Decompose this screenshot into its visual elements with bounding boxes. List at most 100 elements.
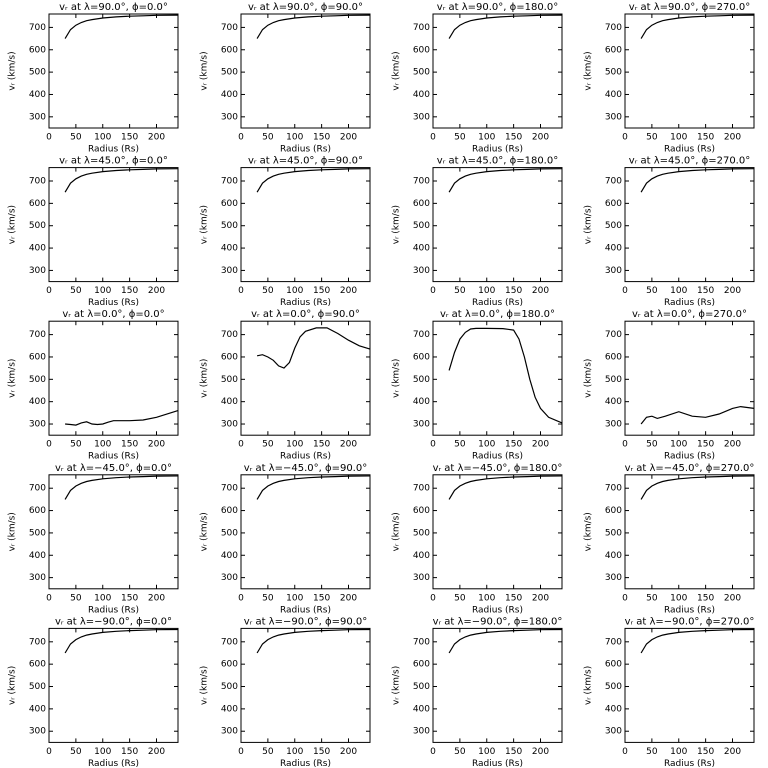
chart-title: vᵣ at λ=−45.0°, ϕ=0.0° [55, 463, 172, 474]
y-tick-label: 600 [605, 660, 622, 670]
panel: vᵣ at λ=45.0°, ϕ=0.0° Radius (Rs) vᵣ (km/s… [8, 156, 179, 308]
y-tick-label: 500 [605, 528, 622, 538]
x-tick-label: 0 [238, 133, 244, 143]
y-axis-label: vᵣ (km/s) [200, 666, 210, 705]
y-axis-label: vᵣ (km/s) [392, 359, 402, 398]
plot-frame [624, 474, 755, 590]
chart-title: vᵣ at λ=−45.0°, ϕ=270.0° [625, 463, 755, 474]
panel: vᵣ at λ=0.0°, ϕ=0.0° Radius (Rs) vᵣ (km/s)… [8, 309, 179, 462]
y-axis-label: vᵣ (km/s) [200, 51, 210, 90]
x-tick-label: 100 [478, 286, 495, 296]
y-axis-label: vᵣ (km/s) [8, 359, 18, 398]
data-line [256, 14, 371, 39]
x-tick-label: 50 [454, 286, 466, 296]
y-tick-label: 400 [221, 551, 238, 561]
x-tick-label: 200 [148, 133, 165, 143]
x-axis-label: Radius (Rs) [280, 759, 331, 768]
x-axis-label: Radius (Rs) [88, 759, 139, 768]
y-axis-label: vᵣ (km/s) [584, 512, 594, 551]
x-tick-label: 100 [478, 440, 495, 450]
x-tick-label: 50 [646, 133, 658, 143]
chart-title: vᵣ at λ=−90.0°, ϕ=90.0° [244, 616, 367, 627]
chart-title: vᵣ at λ=90.0°, ϕ=180.0° [437, 2, 558, 13]
plot-frame [432, 627, 563, 743]
plot-frame [624, 167, 755, 283]
y-tick-label: 500 [221, 528, 238, 538]
panel: vᵣ at λ=90.0°, ϕ=270.0° Radius (Rs) vᵣ (km… [584, 2, 755, 155]
y-axis-label: vᵣ (km/s) [200, 205, 210, 244]
y-tick-label: 700 [221, 23, 238, 33]
x-axis-label: Radius (Rs) [472, 145, 523, 155]
y-tick-label: 500 [413, 68, 430, 78]
y-tick-label: 400 [605, 244, 622, 254]
y-tick-label: 300 [29, 420, 46, 430]
y-tick-label: 400 [29, 551, 46, 561]
chart-title: vᵣ at λ=45.0°, ϕ=0.0° [59, 156, 168, 167]
y-tick-label: 400 [605, 551, 622, 561]
x-tick-label: 100 [670, 747, 687, 757]
panel: vᵣ at λ=−90.0°, ϕ=180.0° Radius (Rs) vᵣ (k… [392, 616, 563, 768]
panel: vᵣ at λ=−45.0°, ϕ=0.0° Radius (Rs) vᵣ (km/… [8, 463, 179, 615]
x-tick-label: 0 [622, 440, 628, 450]
x-tick-label: 200 [340, 286, 357, 296]
data-line [448, 327, 563, 424]
chart-title: vᵣ at λ=45.0°, ϕ=180.0° [437, 156, 558, 167]
plot-frame [432, 474, 563, 590]
x-tick-label: 0 [46, 133, 52, 143]
x-tick-label: 200 [532, 593, 549, 603]
y-tick-label: 400 [413, 397, 430, 407]
plot-frame [48, 627, 179, 743]
x-axis-label: Radius (Rs) [88, 605, 139, 615]
x-tick-label: 150 [121, 133, 138, 143]
y-tick-label: 400 [221, 244, 238, 254]
chart-title: vᵣ at λ=0.0°, ϕ=0.0° [62, 309, 164, 320]
data-line [256, 628, 371, 654]
y-tick-label: 300 [29, 727, 46, 737]
panel: vᵣ at λ=90.0°, ϕ=180.0° Radius (Rs) vᵣ (km… [392, 2, 563, 155]
x-axis-label: Radius (Rs) [664, 145, 715, 155]
x-tick-label: 50 [70, 286, 82, 296]
y-tick-label: 500 [29, 221, 46, 231]
chart-title: vᵣ at λ=−45.0°, ϕ=90.0° [244, 463, 367, 474]
x-tick-label: 50 [454, 747, 466, 757]
chart-title: vᵣ at λ=−45.0°, ϕ=180.0° [433, 463, 563, 474]
x-tick-label: 200 [148, 593, 165, 603]
y-tick-label: 600 [221, 45, 238, 55]
plot-frame [432, 167, 563, 283]
plot-frame [432, 320, 563, 436]
x-tick-label: 50 [262, 133, 274, 143]
panel: vᵣ at λ=90.0°, ϕ=0.0° Radius (Rs) vᵣ (km/s… [8, 2, 179, 155]
plot-frame [48, 320, 179, 436]
y-tick-label: 500 [29, 682, 46, 692]
y-tick-label: 600 [413, 199, 430, 209]
y-tick-label: 600 [29, 506, 46, 516]
x-tick-label: 50 [70, 440, 82, 450]
y-tick-label: 500 [221, 682, 238, 692]
chart-title: vᵣ at λ=0.0°, ϕ=270.0° [632, 309, 747, 320]
x-tick-label: 200 [340, 747, 357, 757]
y-tick-label: 500 [29, 68, 46, 78]
x-tick-label: 0 [622, 747, 628, 757]
x-tick-label: 100 [478, 747, 495, 757]
panel: vᵣ at λ=−90.0°, ϕ=0.0° Radius (Rs) vᵣ (km/… [8, 616, 179, 768]
y-tick-label: 500 [29, 528, 46, 538]
y-tick-label: 600 [29, 352, 46, 362]
data-line [64, 14, 179, 39]
y-axis-label: vᵣ (km/s) [584, 359, 594, 398]
panel: vᵣ at λ=−45.0°, ϕ=270.0° Radius (Rs) vᵣ (k… [584, 463, 755, 615]
y-tick-label: 600 [221, 199, 238, 209]
y-tick-label: 300 [29, 266, 46, 276]
plot-frame [624, 627, 755, 743]
x-tick-label: 0 [430, 133, 436, 143]
y-tick-label: 700 [605, 484, 622, 494]
data-line [448, 628, 563, 654]
y-tick-label: 600 [605, 506, 622, 516]
x-tick-label: 200 [148, 286, 165, 296]
x-tick-label: 150 [121, 593, 138, 603]
y-axis-label: vᵣ (km/s) [392, 666, 402, 705]
y-tick-label: 400 [413, 244, 430, 254]
x-tick-label: 100 [286, 593, 303, 603]
panel: vᵣ at λ=0.0°, ϕ=180.0° Radius (Rs) vᵣ (km/… [392, 309, 563, 462]
x-tick-label: 150 [313, 747, 330, 757]
x-tick-label: 50 [262, 593, 274, 603]
